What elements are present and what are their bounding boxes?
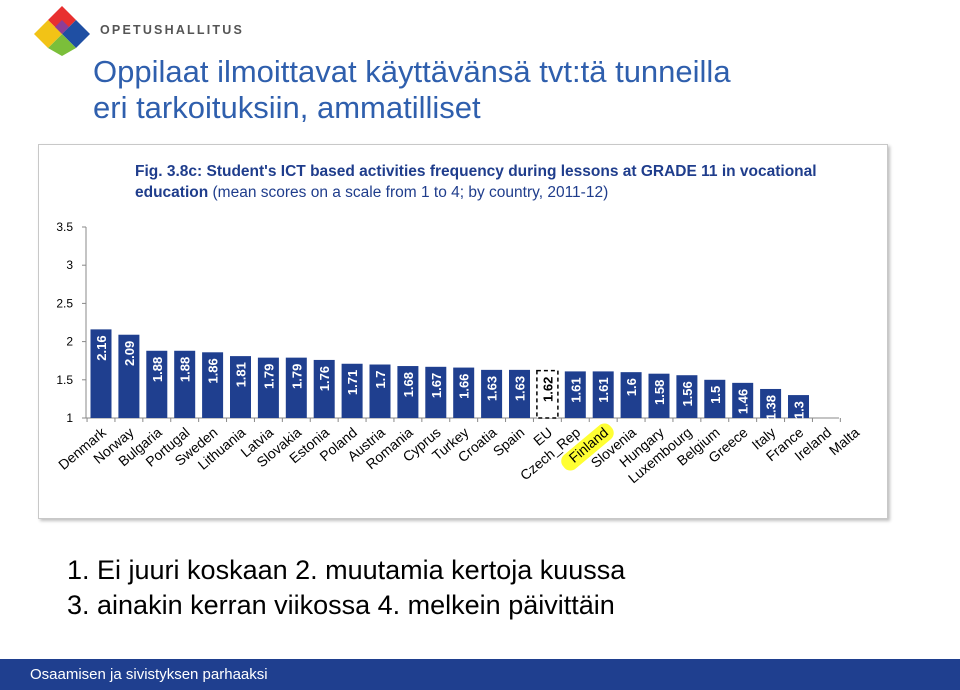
bar-austria <box>369 364 391 418</box>
bar-sweden <box>202 352 224 418</box>
bar-value-label: 1.79 <box>289 364 304 389</box>
bar-estonia <box>313 359 335 418</box>
bar-france <box>788 395 809 418</box>
chart-title: Fig. 3.8c: Student's ICT based activitie… <box>135 161 835 203</box>
bar-value-label: 1.67 <box>429 373 444 398</box>
bar-value-label: 1.62 <box>540 377 555 402</box>
bar-value-label: 1.66 <box>457 374 472 399</box>
chart-title-bold: Fig. 3.8c: Student's ICT based activitie… <box>135 163 817 201</box>
bar-luxembourg <box>676 375 698 418</box>
bar-hungary <box>648 373 670 418</box>
footer-text: Osaamisen ja sivistyksen parhaaksi <box>30 666 268 683</box>
bar-value-label: 1.81 <box>234 362 249 387</box>
finland-highlight <box>561 423 614 471</box>
bar-value-label: 1.88 <box>150 357 165 382</box>
bar-value-label: 1.56 <box>680 381 695 406</box>
y-tick-label: 3 <box>66 258 73 272</box>
bar-italy <box>760 388 782 418</box>
bar-value-label: 1.79 <box>261 364 276 389</box>
slide-title-line-1: Oppilaat ilmoittavat käyttävänsä tvt:tä … <box>93 54 731 89</box>
y-tick-label: 1 <box>66 411 73 425</box>
bar-value-label: 2.09 <box>122 341 137 366</box>
bar-greece <box>732 382 754 418</box>
bar-slovakia <box>285 357 307 418</box>
chart-title-normal: (mean scores on a scale from 1 to 4; by … <box>208 184 609 201</box>
bar-spain <box>509 369 530 418</box>
bar-value-label: 1.7 <box>373 371 388 389</box>
footer-bar: Osaamisen ja sivistyksen parhaaksi <box>0 659 960 690</box>
brand-name: OPETUSHALLITUS <box>100 23 244 37</box>
bar-value-label: 1.6 <box>624 378 639 396</box>
y-tick-label: 2.5 <box>56 296 73 310</box>
bar-value-label: 1.63 <box>485 376 500 401</box>
slide-title-line-2: eri tarkoituksiin, ammatilliset <box>93 90 481 125</box>
bar-value-label: 1.46 <box>736 389 751 414</box>
bar-lithuania <box>230 356 251 418</box>
y-tick-label: 1.5 <box>56 373 73 387</box>
bar-value-label: 1.61 <box>568 377 583 402</box>
scale-legend-line-2: 3. ainakin kerran viikossa 4. melkein pä… <box>67 590 615 620</box>
bar-value-label: 1.71 <box>345 370 360 395</box>
bar-value-label: 1.58 <box>652 380 667 405</box>
bar-denmark <box>90 329 112 418</box>
bar-chart: 11.522.533.52.16Denmark2.09Norway1.88Bul… <box>55 220 863 486</box>
bar-value-label: 1.61 <box>596 377 611 402</box>
bar-cyprus <box>425 366 447 418</box>
bar-czech_rep <box>564 371 586 418</box>
bar-value-label: 2.16 <box>94 335 109 360</box>
bar-value-label: 1.3 <box>792 401 807 419</box>
bar-belgium <box>704 379 726 418</box>
bar-norway <box>118 334 140 418</box>
bar-value-label: 1.63 <box>513 376 528 401</box>
y-tick-label: 3.5 <box>56 220 73 234</box>
bar-bulgaria <box>146 350 168 418</box>
bar-value-label: 1.88 <box>178 357 193 382</box>
scale-legend-line-1: 1. Ei juuri koskaan 2. muutamia kertoja … <box>67 555 626 585</box>
bar-finland <box>592 371 614 418</box>
bar-value-label: 1.5 <box>708 386 723 404</box>
bar-eu <box>536 369 559 419</box>
bar-poland <box>341 363 363 418</box>
y-tick-label: 2 <box>66 335 73 349</box>
chart-panel: 1 1.5 2 2.5 3 3.5 2.16 Denmark 2.09 Norway 1.88 Bul… <box>38 144 888 519</box>
bar-latvia <box>257 357 279 418</box>
scale-legend: 1. Ei juuri koskaan 2. muutamia kertoja … <box>67 553 625 623</box>
x-category-label: Malta <box>826 424 863 458</box>
bar-value-label: 1.68 <box>401 372 416 397</box>
slide-title: Oppilaat ilmoittavat käyttävänsä tvt:tä … <box>93 54 913 126</box>
bar-romania <box>397 366 419 418</box>
bar-value-label: 1.86 <box>206 358 221 383</box>
bar-value-label: 1.38 <box>764 395 779 420</box>
bar-turkey <box>453 367 475 418</box>
bar-croatia <box>481 369 503 418</box>
bar-portugal <box>174 350 196 418</box>
bar-slovenia <box>620 372 642 418</box>
opetushallitus-logo-icon <box>34 6 90 56</box>
bar-value-label: 1.76 <box>317 366 332 391</box>
x-category-label: Spain <box>490 424 528 459</box>
